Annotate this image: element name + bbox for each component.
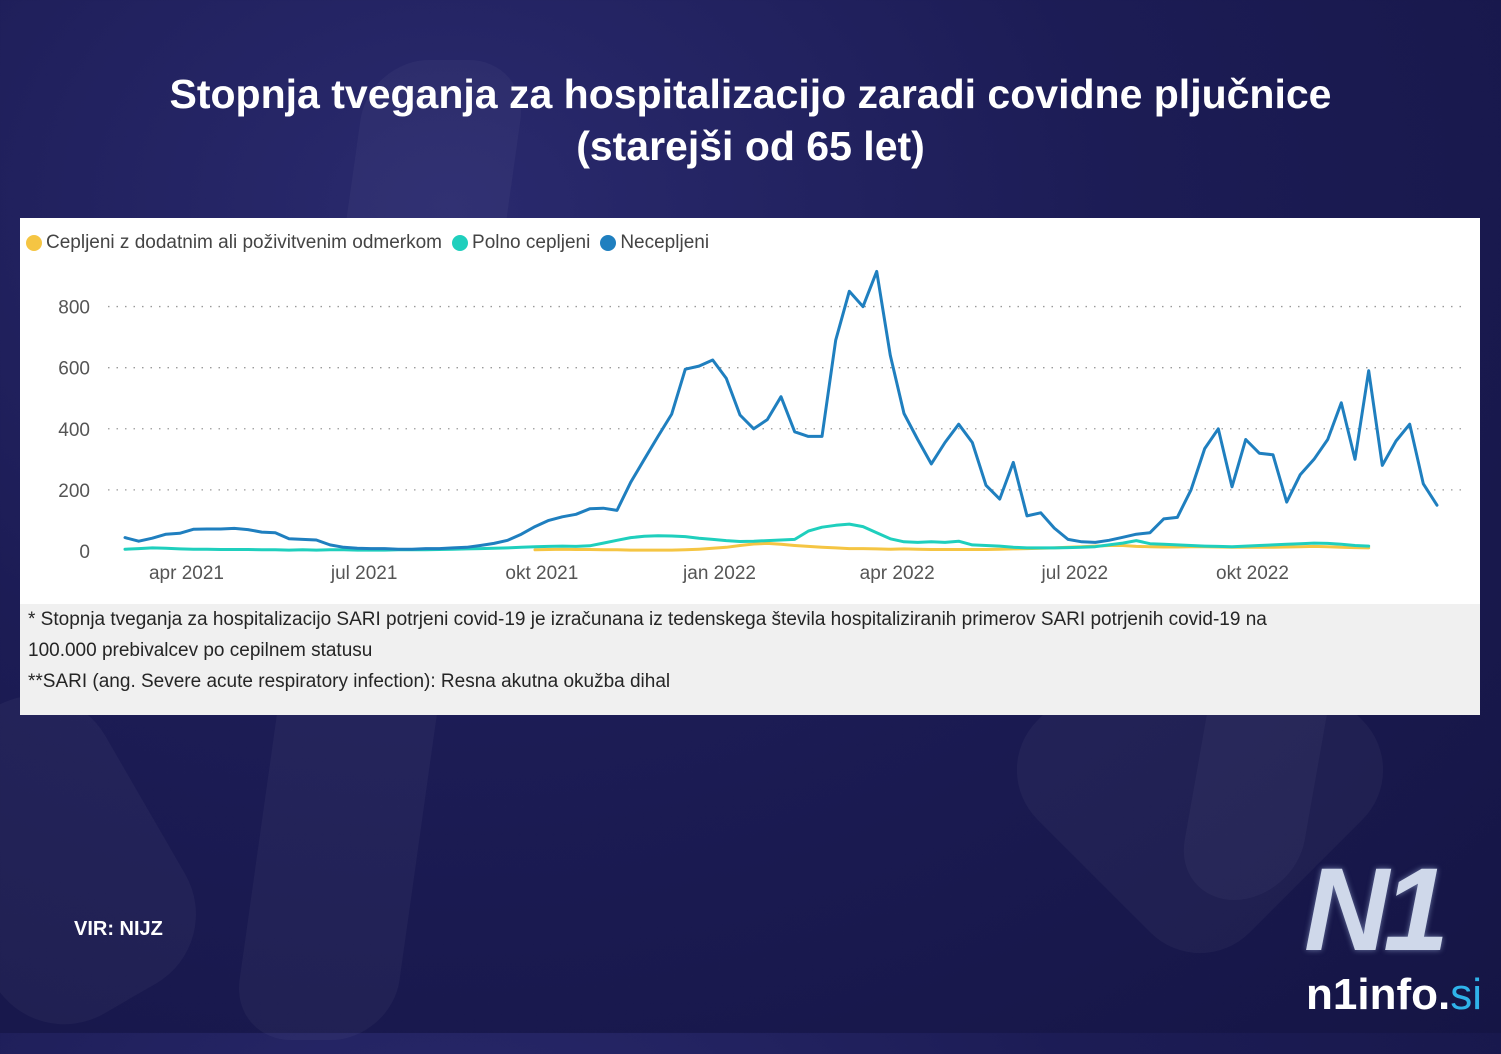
x-tick-label: jul 2021 xyxy=(330,563,398,584)
legend-item[interactable]: Necepljeni xyxy=(600,232,709,254)
y-tick-label: 800 xyxy=(58,298,90,319)
logo-wordmark: n1info.si xyxy=(1306,970,1482,1020)
x-tick-label: okt 2021 xyxy=(505,563,578,584)
logo-wordmark-tld: si xyxy=(1450,970,1482,1019)
footnote-line-2: 100.000 prebivalcev po cepilnem statusu xyxy=(28,640,373,661)
series-line[interactable] xyxy=(123,269,1439,551)
legend-label: Polno cepljeni xyxy=(472,232,591,253)
legend-label: Cepljeni z dodatnim ali poživitvenim odm… xyxy=(46,232,443,253)
legend-swatch xyxy=(26,235,42,251)
x-tick-label: okt 2022 xyxy=(1216,563,1289,584)
footnote-line-1: * Stopnja tveganja za hospitalizacijo SA… xyxy=(28,609,1267,630)
logo-wordmark-dot: . xyxy=(1437,970,1451,1019)
background-shape xyxy=(0,666,225,1053)
y-tick-label: 600 xyxy=(58,359,90,380)
y-tick-label: 200 xyxy=(58,481,90,502)
title-line-1: Stopnja tveganja za hospitalizacijo zara… xyxy=(169,71,1332,117)
legend-label: Necepljeni xyxy=(620,232,710,253)
footnote-line-3: **SARI (ang. Severe acute respiratory in… xyxy=(28,671,671,692)
series-line[interactable] xyxy=(123,522,1371,552)
legend-swatch xyxy=(600,235,617,251)
n1-logo: N1 n1info.si xyxy=(1300,850,1490,1025)
page-title: Stopnja tveganja za hospitalizacijo zara… xyxy=(0,68,1501,172)
legend-swatch xyxy=(452,235,469,251)
line-chart: 0 200 400 600 800 apr 2021 jul 2021 okt 2021 jan… xyxy=(58,269,1468,584)
legend-item[interactable]: Cepljeni z dodatnim ali poživitvenim odm… xyxy=(26,232,442,254)
chart-panel: 0 200 400 600 800 apr 2021 jul 2021 okt 2021 jan… xyxy=(20,218,1480,715)
logo-n1-mark: N1 xyxy=(1304,844,1449,976)
chart-legend: Cepljeni z dodatnim ali poživitvenim odm… xyxy=(26,230,719,256)
x-tick-label: apr 2022 xyxy=(860,563,935,584)
source-label: VIR: NIJZ xyxy=(74,918,163,940)
footnotes: * Stopnja tveganja za hospitalizacijo SA… xyxy=(20,604,1480,715)
x-tick-label: jan 2022 xyxy=(682,563,756,584)
y-tick-label: 400 xyxy=(58,420,90,441)
x-tick-label: jul 2022 xyxy=(1041,563,1109,584)
legend-item[interactable]: Polno cepljeni xyxy=(452,232,590,254)
title-line-2: (starejši od 65 let) xyxy=(576,123,925,169)
y-tick-label: 0 xyxy=(79,542,90,563)
logo-wordmark-main: n1info xyxy=(1306,970,1438,1019)
x-tick-label: apr 2021 xyxy=(149,563,224,584)
